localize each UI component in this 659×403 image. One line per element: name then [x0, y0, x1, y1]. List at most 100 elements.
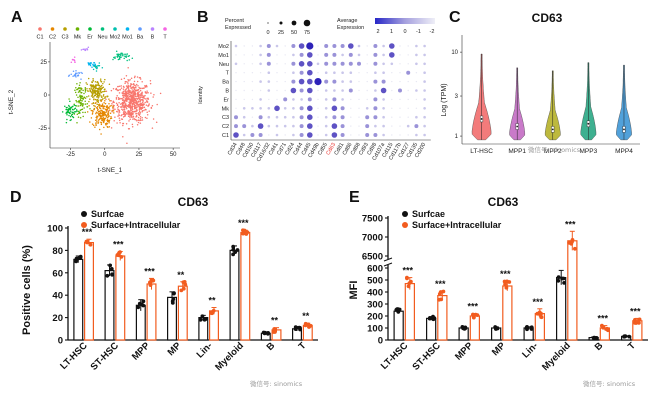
dotplot-dot	[284, 63, 286, 65]
violin-median	[623, 128, 625, 131]
tsne-point	[69, 112, 71, 115]
tsne-point	[119, 122, 121, 124]
data-point	[556, 275, 561, 280]
dotplot-dot	[389, 52, 395, 58]
tsne-point	[83, 96, 86, 99]
tsne-point	[96, 65, 99, 67]
dotplot-dot	[407, 63, 409, 65]
tsne-point	[93, 104, 95, 107]
dotplot-dot	[307, 69, 313, 76]
dotplot-dot	[284, 45, 286, 47]
dotplot-dot	[357, 53, 361, 57]
violin-category-label: MPP2	[544, 148, 562, 155]
tsne-point	[61, 111, 64, 113]
tsne-point	[79, 102, 82, 104]
dotplot-row-label: Ba	[222, 80, 230, 86]
dotplot-dot	[324, 124, 328, 128]
dotplot-dot	[391, 107, 393, 110]
dotplot-col-label: Cd34	[227, 142, 239, 156]
dotplot-dot	[366, 72, 368, 74]
violin-title: CD63	[532, 11, 563, 25]
dotplot-dot	[324, 79, 329, 84]
tsne-point	[74, 89, 76, 92]
dotplot-dot	[415, 115, 418, 119]
tsne-point	[89, 64, 92, 67]
tsne-point	[150, 92, 152, 94]
dotplot-dot	[391, 80, 393, 83]
tsne-point	[84, 91, 87, 93]
tsne-point	[118, 113, 120, 115]
tsne-point	[108, 122, 110, 124]
dotplot-dot	[332, 115, 337, 120]
tsne-point	[96, 106, 99, 108]
tsne-point	[110, 127, 113, 129]
tsne-point	[123, 53, 125, 56]
tsne-point	[92, 96, 94, 99]
dotplot-dot	[332, 52, 337, 57]
dotplot-dot	[266, 61, 271, 66]
dotplot-dot	[275, 44, 279, 48]
dotplot-dot	[251, 124, 254, 128]
dotplot-dot	[365, 107, 369, 110]
tsne-point	[74, 61, 76, 63]
tsne-point	[91, 113, 94, 115]
tsne-point	[89, 108, 91, 110]
axis-break-mark	[383, 257, 393, 262]
tsne-point	[136, 92, 139, 94]
data-point	[570, 239, 574, 244]
tsne-point	[119, 54, 122, 56]
dotplot-dot	[399, 116, 401, 118]
tsne-point	[71, 115, 74, 118]
dotplot-dot	[268, 134, 270, 136]
tsne-point	[120, 78, 123, 80]
tsne-point	[77, 116, 80, 118]
tsne-point	[130, 83, 132, 85]
data-point	[406, 284, 411, 289]
violin-category-label: MPP3	[580, 148, 598, 155]
tsne-point	[79, 99, 82, 102]
tsne-ytick-label: -25	[38, 126, 47, 132]
data-point	[462, 327, 467, 331]
data-point	[437, 292, 442, 296]
tsne-point	[108, 102, 110, 105]
dotplot-grid: Mo2Mo1NeuTBaBErMkC3C2C1Cd34Cd48Cd150Cd11…	[218, 41, 431, 163]
data-point	[604, 327, 609, 331]
tsne-point	[144, 108, 147, 111]
dotplot-dot	[340, 124, 345, 129]
tsne-xlabel: t-SNE_1	[98, 167, 123, 174]
dotplot-dot	[415, 107, 418, 110]
tsne-point	[120, 97, 123, 100]
dotplot-dot	[399, 72, 401, 74]
tsne-point	[78, 72, 80, 74]
tsne-point	[103, 90, 106, 92]
dotplot-dot	[276, 54, 278, 56]
tsne-point	[123, 77, 126, 80]
tsne-point	[132, 118, 134, 120]
tsne-point	[112, 108, 115, 110]
tsne-point	[68, 104, 70, 107]
dotplot-dot	[299, 124, 304, 129]
bar-e-ylabel: MFI	[348, 281, 360, 300]
dotplot-dot	[284, 54, 286, 56]
dotplot-row-label: C1	[222, 133, 229, 139]
tsne-point	[80, 88, 82, 91]
tsne-point	[143, 109, 145, 112]
tsne-point	[159, 92, 162, 95]
dotplot-dot	[235, 80, 237, 83]
tsne-point	[99, 78, 102, 80]
tsne-point	[110, 115, 112, 118]
bar-category-label: MPP	[130, 340, 153, 363]
tsne-point	[72, 70, 75, 73]
tsne-point	[122, 99, 124, 102]
tsne-point	[126, 53, 129, 55]
tsne-point	[87, 95, 90, 97]
dotplot-dot	[399, 63, 401, 65]
tsne-point	[117, 105, 120, 108]
tsne-point	[125, 122, 128, 125]
data-point	[141, 299, 146, 304]
tsne-point	[124, 90, 127, 92]
tsne-point	[127, 88, 130, 90]
tsne-point	[84, 97, 87, 99]
dotplot-dot	[317, 89, 319, 92]
